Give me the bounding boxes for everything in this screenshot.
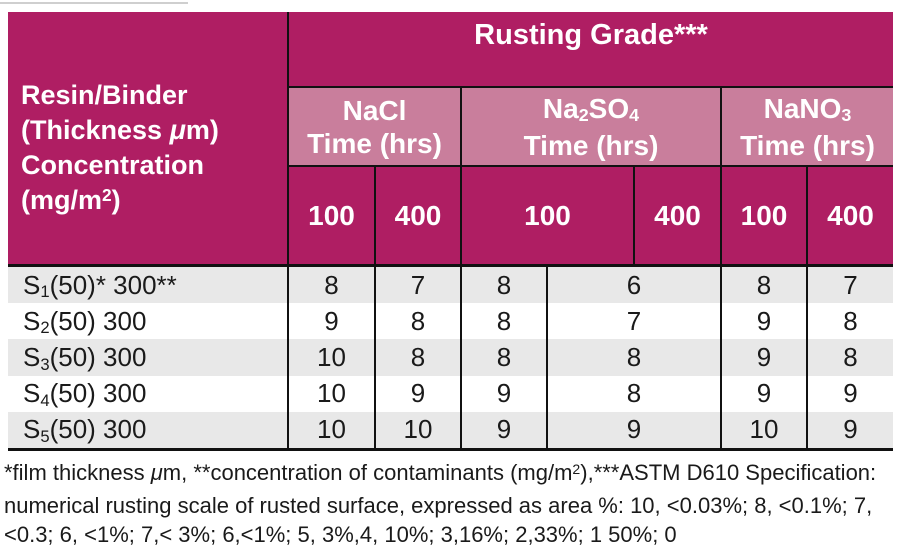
cell-s1-nano3-100: 8 bbox=[722, 267, 808, 304]
cell-s3-nano3-100: 9 bbox=[722, 339, 808, 376]
cell-s5-nacl-400: 10 bbox=[376, 411, 462, 448]
col-header-nano3-100: 100 bbox=[722, 167, 808, 267]
footnote-line-3: <0.3; 6, <1%; 7,< 3%; 6,<1%; 5, 3%,4, 10… bbox=[4, 522, 677, 547]
cell-s5-na2so4-400: 9 bbox=[548, 411, 722, 448]
col-header-na2so4-100: 100 bbox=[462, 167, 635, 267]
row-label-s4: S4(50) 300 bbox=[8, 375, 289, 412]
cell-s1-nacl-400: 7 bbox=[376, 267, 462, 304]
top-rule-divider bbox=[0, 2, 188, 4]
group-header-nacl: NaCl Time (hrs) bbox=[289, 88, 462, 167]
cell-s3-na2so4-100: 8 bbox=[462, 339, 548, 376]
group-header-nano3: NaNO3 Time (hrs) bbox=[722, 88, 893, 167]
footnote-line-2: numerical rusting scale of rusted surfac… bbox=[4, 492, 873, 518]
cell-s2-nano3-100: 9 bbox=[722, 303, 808, 340]
row-label-s3: S3(50) 300 bbox=[8, 339, 289, 376]
cell-s5-na2so4-100: 9 bbox=[462, 411, 548, 448]
row-label-s5: S5(50) 300 bbox=[8, 411, 289, 448]
col-header-nacl-400: 400 bbox=[376, 167, 462, 267]
cell-s4-na2so4-100: 9 bbox=[462, 375, 548, 412]
row-label-s1: S1(50)* 300** bbox=[8, 267, 289, 304]
cell-s3-na2so4-400: 8 bbox=[548, 339, 722, 376]
cell-s1-nano3-400: 7 bbox=[808, 267, 893, 304]
col-header-na2so4-400: 400 bbox=[635, 167, 722, 267]
cell-s5-nano3-100: 10 bbox=[722, 411, 808, 448]
cell-s2-nacl-100: 9 bbox=[289, 303, 376, 340]
cell-s3-nano3-400: 8 bbox=[808, 339, 893, 376]
group-header-na2so4: Na2SO4 Time (hrs) bbox=[462, 88, 722, 167]
cell-s2-na2so4-400: 7 bbox=[548, 303, 722, 340]
cell-s1-na2so4-100: 8 bbox=[462, 267, 548, 304]
cell-s1-na2so4-400: 6 bbox=[548, 267, 722, 304]
cell-s4-na2so4-400: 8 bbox=[548, 375, 722, 412]
footnotes: *film thickness μm, **concentration of c… bbox=[4, 458, 896, 550]
footnote-line-1: *film thickness μm, **concentration of c… bbox=[4, 460, 877, 485]
rusting-grade-table: Resin/Binder (Thickness μm) Concentratio… bbox=[8, 12, 893, 451]
cell-s3-nacl-100: 10 bbox=[289, 339, 376, 376]
cell-s5-nano3-400: 9 bbox=[808, 411, 893, 448]
grade-title-header: Rusting Grade*** bbox=[289, 12, 893, 88]
col-header-nano3-400: 400 bbox=[808, 167, 893, 267]
cell-s5-nacl-100: 10 bbox=[289, 411, 376, 448]
cell-s3-nacl-400: 8 bbox=[376, 339, 462, 376]
corner-header: Resin/Binder (Thickness μm) Concentratio… bbox=[8, 12, 289, 267]
corner-header-text: Resin/Binder (Thickness μm) Concentratio… bbox=[21, 79, 219, 215]
cell-s2-nano3-400: 8 bbox=[808, 303, 893, 340]
cell-s4-nano3-100: 9 bbox=[722, 375, 808, 412]
cell-s2-na2so4-100: 8 bbox=[462, 303, 548, 340]
cell-s4-nacl-100: 10 bbox=[289, 375, 376, 412]
cell-s4-nacl-400: 9 bbox=[376, 375, 462, 412]
row-label-s2: S2(50) 300 bbox=[8, 303, 289, 340]
cell-s2-nacl-400: 8 bbox=[376, 303, 462, 340]
col-header-nacl-100: 100 bbox=[289, 167, 376, 267]
cell-s1-nacl-100: 8 bbox=[289, 267, 376, 304]
cell-s4-nano3-400: 9 bbox=[808, 375, 893, 412]
